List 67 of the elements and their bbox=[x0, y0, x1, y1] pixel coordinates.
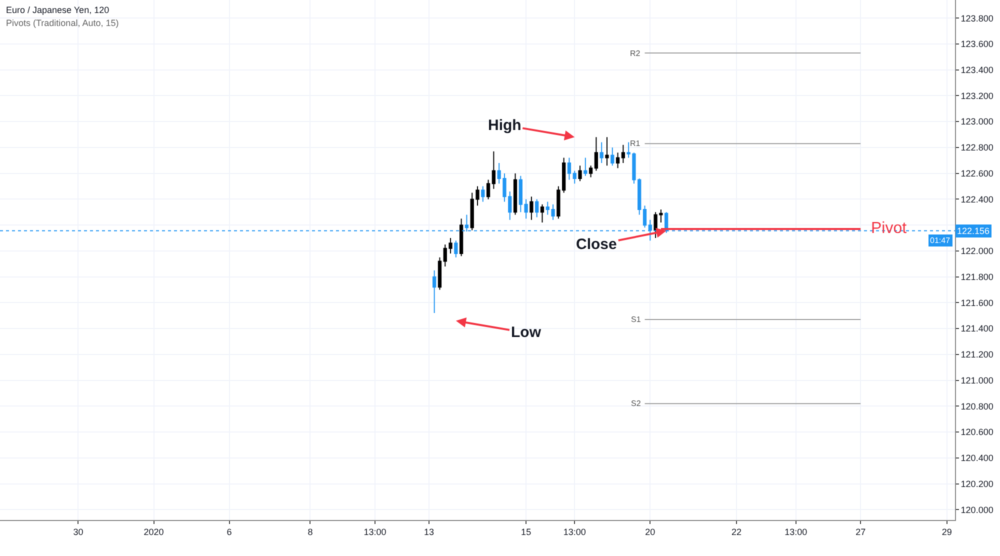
candlestick bbox=[459, 218, 464, 257]
ref-line-label: 122.156 bbox=[957, 226, 990, 236]
y-tick-label: 121.200 bbox=[960, 350, 994, 360]
x-tick-label: 13:00 bbox=[364, 526, 386, 537]
y-tick-label: 121.600 bbox=[960, 298, 994, 308]
candlestick bbox=[540, 204, 544, 223]
y-tick-label: 122.400 bbox=[960, 194, 994, 204]
candlestick bbox=[578, 165, 582, 182]
y-tick-label: 120.600 bbox=[960, 427, 994, 438]
candlestick bbox=[513, 172, 518, 216]
y-tick-label: 121.400 bbox=[960, 324, 994, 334]
x-tick-label: 20 bbox=[645, 526, 656, 537]
y-tick-label: 123.000 bbox=[960, 116, 994, 127]
candlestick bbox=[432, 270, 436, 314]
candlestick bbox=[621, 144, 625, 164]
x-tick-label: 13:00 bbox=[563, 526, 586, 537]
x-tick-label: 2020 bbox=[144, 526, 164, 537]
series-label: S2 bbox=[631, 399, 642, 408]
y-tick-label: 122.000 bbox=[960, 246, 994, 256]
x-tick-label: 8 bbox=[308, 526, 313, 537]
candlestick bbox=[535, 198, 539, 218]
x-tick-label: 13 bbox=[424, 526, 434, 537]
candlestick bbox=[588, 165, 593, 178]
x-tick-label: 30 bbox=[73, 526, 84, 537]
y-tick-label: 120.800 bbox=[960, 401, 994, 412]
x-tick-label: 15 bbox=[521, 526, 532, 537]
x-tick-label: 22 bbox=[731, 526, 742, 537]
annotation: Close bbox=[576, 236, 617, 253]
series-label: R1 bbox=[630, 139, 641, 148]
annotation: 01:47 bbox=[930, 236, 951, 245]
y-tick-label: 121.000 bbox=[960, 375, 994, 386]
x-tick-label: 13:00 bbox=[784, 526, 808, 537]
candlestick bbox=[600, 142, 604, 164]
series-label: Pivot bbox=[871, 220, 908, 237]
candlestick bbox=[610, 146, 614, 166]
x-tick-label: 29 bbox=[942, 526, 952, 537]
y-tick-label: 123.600 bbox=[960, 39, 994, 50]
candlestick bbox=[438, 256, 442, 290]
candlestick bbox=[642, 205, 647, 228]
candlestick bbox=[616, 152, 620, 169]
text: Pivots (Traditional, Auto, 15) bbox=[6, 18, 119, 28]
candlestick bbox=[492, 150, 496, 190]
candlestick bbox=[572, 170, 576, 184]
y-tick-label: 122.800 bbox=[960, 142, 994, 153]
x-tick-label: 27 bbox=[856, 526, 866, 537]
y-tick-label: 121.800 bbox=[960, 272, 994, 282]
annotation: Low bbox=[511, 324, 542, 341]
y-tick-label: 123.800 bbox=[960, 13, 994, 24]
series-label: S1 bbox=[631, 315, 642, 324]
candlestick bbox=[486, 179, 490, 200]
annotation: High bbox=[488, 117, 522, 134]
y-tick-label: 120.200 bbox=[960, 478, 994, 489]
candlestick bbox=[481, 186, 485, 202]
candlestick bbox=[454, 240, 458, 258]
candlestick bbox=[605, 136, 609, 166]
y-tick-label: 120.400 bbox=[960, 453, 994, 464]
text: Euro / Japanese Yen, 120 bbox=[6, 5, 110, 15]
series-label: R2 bbox=[630, 49, 641, 58]
candlestick bbox=[530, 196, 534, 220]
y-tick-label: 123.200 bbox=[960, 90, 994, 101]
y-tick-label: 120.000 bbox=[960, 504, 994, 515]
candlestick bbox=[594, 136, 598, 172]
y-tick-label: 122.600 bbox=[960, 168, 994, 178]
x-tick-label: 6 bbox=[226, 526, 232, 537]
y-tick-label: 123.400 bbox=[960, 65, 994, 75]
candlestick bbox=[584, 157, 588, 176]
candlestick bbox=[567, 157, 572, 180]
